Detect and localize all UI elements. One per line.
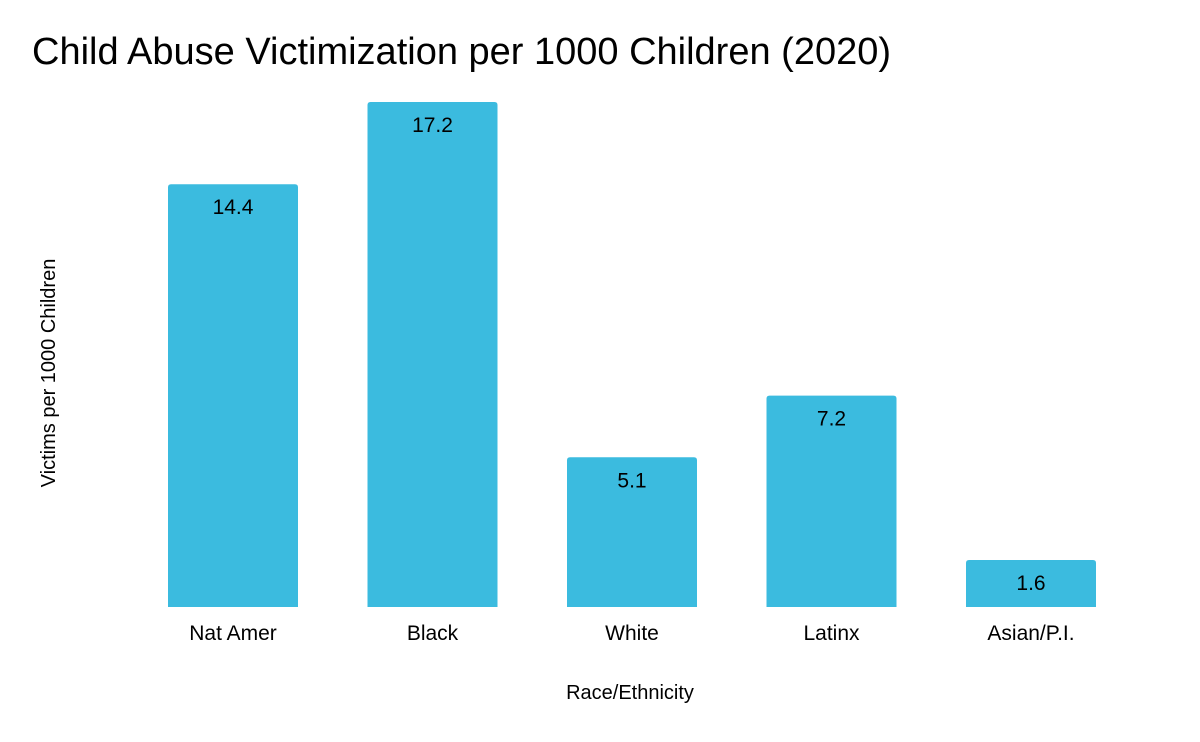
y-axis-title: Victims per 1000 Children [38,259,60,488]
chart-title: Child Abuse Victimization per 1000 Child… [32,31,892,73]
bar-nat-amer [168,184,298,608]
x-tick-label-white: White [605,622,659,645]
data-label-white: 5.1 [617,469,646,492]
bars-group [168,102,1096,608]
bar-latinx [766,395,897,607]
bar-asian-p-i [966,560,1096,607]
bar-black [367,102,498,607]
labels-group: 14.4 Nat Amer 17.2 Black 5.1 White 7.2 Latinx 1.… [189,114,1074,645]
x-tick-label-asian-p-i: Asian/P.I. [987,622,1074,645]
x-tick-label-latinx: Latinx [803,622,860,645]
bar-white [567,457,697,607]
x-tick-label-black: Black [407,622,459,645]
x-tick-label-nat-amer: Nat Amer [189,622,277,645]
data-label-latinx: 7.2 [817,408,846,431]
x-axis-title: Race/Ethnicity [566,682,694,704]
data-label-nat-amer: 14.4 [213,196,254,219]
data-label-asian-p-i: 1.6 [1016,572,1045,595]
data-label-black: 17.2 [412,114,453,137]
